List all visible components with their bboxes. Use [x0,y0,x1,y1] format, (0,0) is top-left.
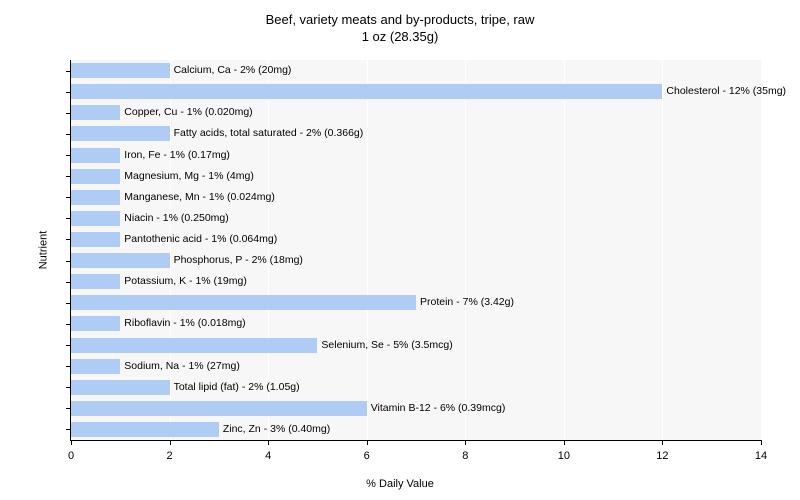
x-tick-label: 2 [167,450,173,462]
bar-label: Riboflavin - 1% (0.018mg) [120,316,245,331]
plot-area: 02468101214Calcium, Ca - 2% (20mg)Choles… [70,60,761,441]
bar-label: Niacin - 1% (0.250mg) [120,211,228,226]
title-line2: 1 oz (28.35g) [362,29,439,44]
x-tick-label: 14 [755,450,767,462]
bar [71,380,170,395]
x-tick [170,440,171,445]
bar-label: Manganese, Mn - 1% (0.024mg) [120,190,275,205]
x-tick-label: 10 [558,450,570,462]
bar [71,232,120,247]
x-tick [367,440,368,445]
x-tick-label: 0 [68,450,74,462]
bar [71,105,120,120]
chart-container: Beef, variety meats and by-products, tri… [0,0,800,500]
bar [71,359,120,374]
gridline [564,60,565,440]
bar [71,148,120,163]
bar-label: Copper, Cu - 1% (0.020mg) [120,105,252,120]
chart-title: Beef, variety meats and by-products, tri… [0,0,800,46]
x-tick [465,440,466,445]
bar [71,84,662,99]
x-axis-title: % Daily Value [366,478,434,490]
bar-label: Selenium, Se - 5% (3.5mcg) [317,338,452,353]
bar [71,190,120,205]
x-tick-label: 8 [462,450,468,462]
bar [71,338,317,353]
bar-label: Iron, Fe - 1% (0.17mg) [120,148,230,163]
bar [71,316,120,331]
x-tick-label: 12 [656,450,668,462]
bar-label: Phosphorus, P - 2% (18mg) [170,253,303,268]
bar-label: Zinc, Zn - 3% (0.40mg) [219,422,330,437]
bar-label: Cholesterol - 12% (35mg) [662,84,786,99]
x-tick [761,440,762,445]
x-tick [71,440,72,445]
gridline [662,60,663,440]
bar [71,253,170,268]
bar-label: Fatty acids, total saturated - 2% (0.366… [170,126,364,141]
bar [71,126,170,141]
bar-label: Sodium, Na - 1% (27mg) [120,359,240,374]
x-tick-label: 4 [265,450,271,462]
bar-label: Total lipid (fat) - 2% (1.05g) [170,380,300,395]
x-tick [564,440,565,445]
bar [71,422,219,437]
bar [71,63,170,78]
bar-label: Vitamin B-12 - 6% (0.39mcg) [367,401,506,416]
bar-label: Magnesium, Mg - 1% (4mg) [120,169,254,184]
y-axis-title: Nutrient [37,231,49,270]
bar-label: Pantothenic acid - 1% (0.064mg) [120,232,277,247]
bar [71,169,120,184]
x-tick [662,440,663,445]
bar [71,211,120,226]
bar-label: Potassium, K - 1% (19mg) [120,274,247,289]
title-line1: Beef, variety meats and by-products, tri… [266,12,535,27]
bar-label: Protein - 7% (3.42g) [416,295,514,310]
gridline [367,60,368,440]
bar [71,401,367,416]
x-tick [268,440,269,445]
bar [71,274,120,289]
bar-label: Calcium, Ca - 2% (20mg) [170,63,292,78]
bar [71,295,416,310]
gridline [465,60,466,440]
x-tick-label: 6 [364,450,370,462]
